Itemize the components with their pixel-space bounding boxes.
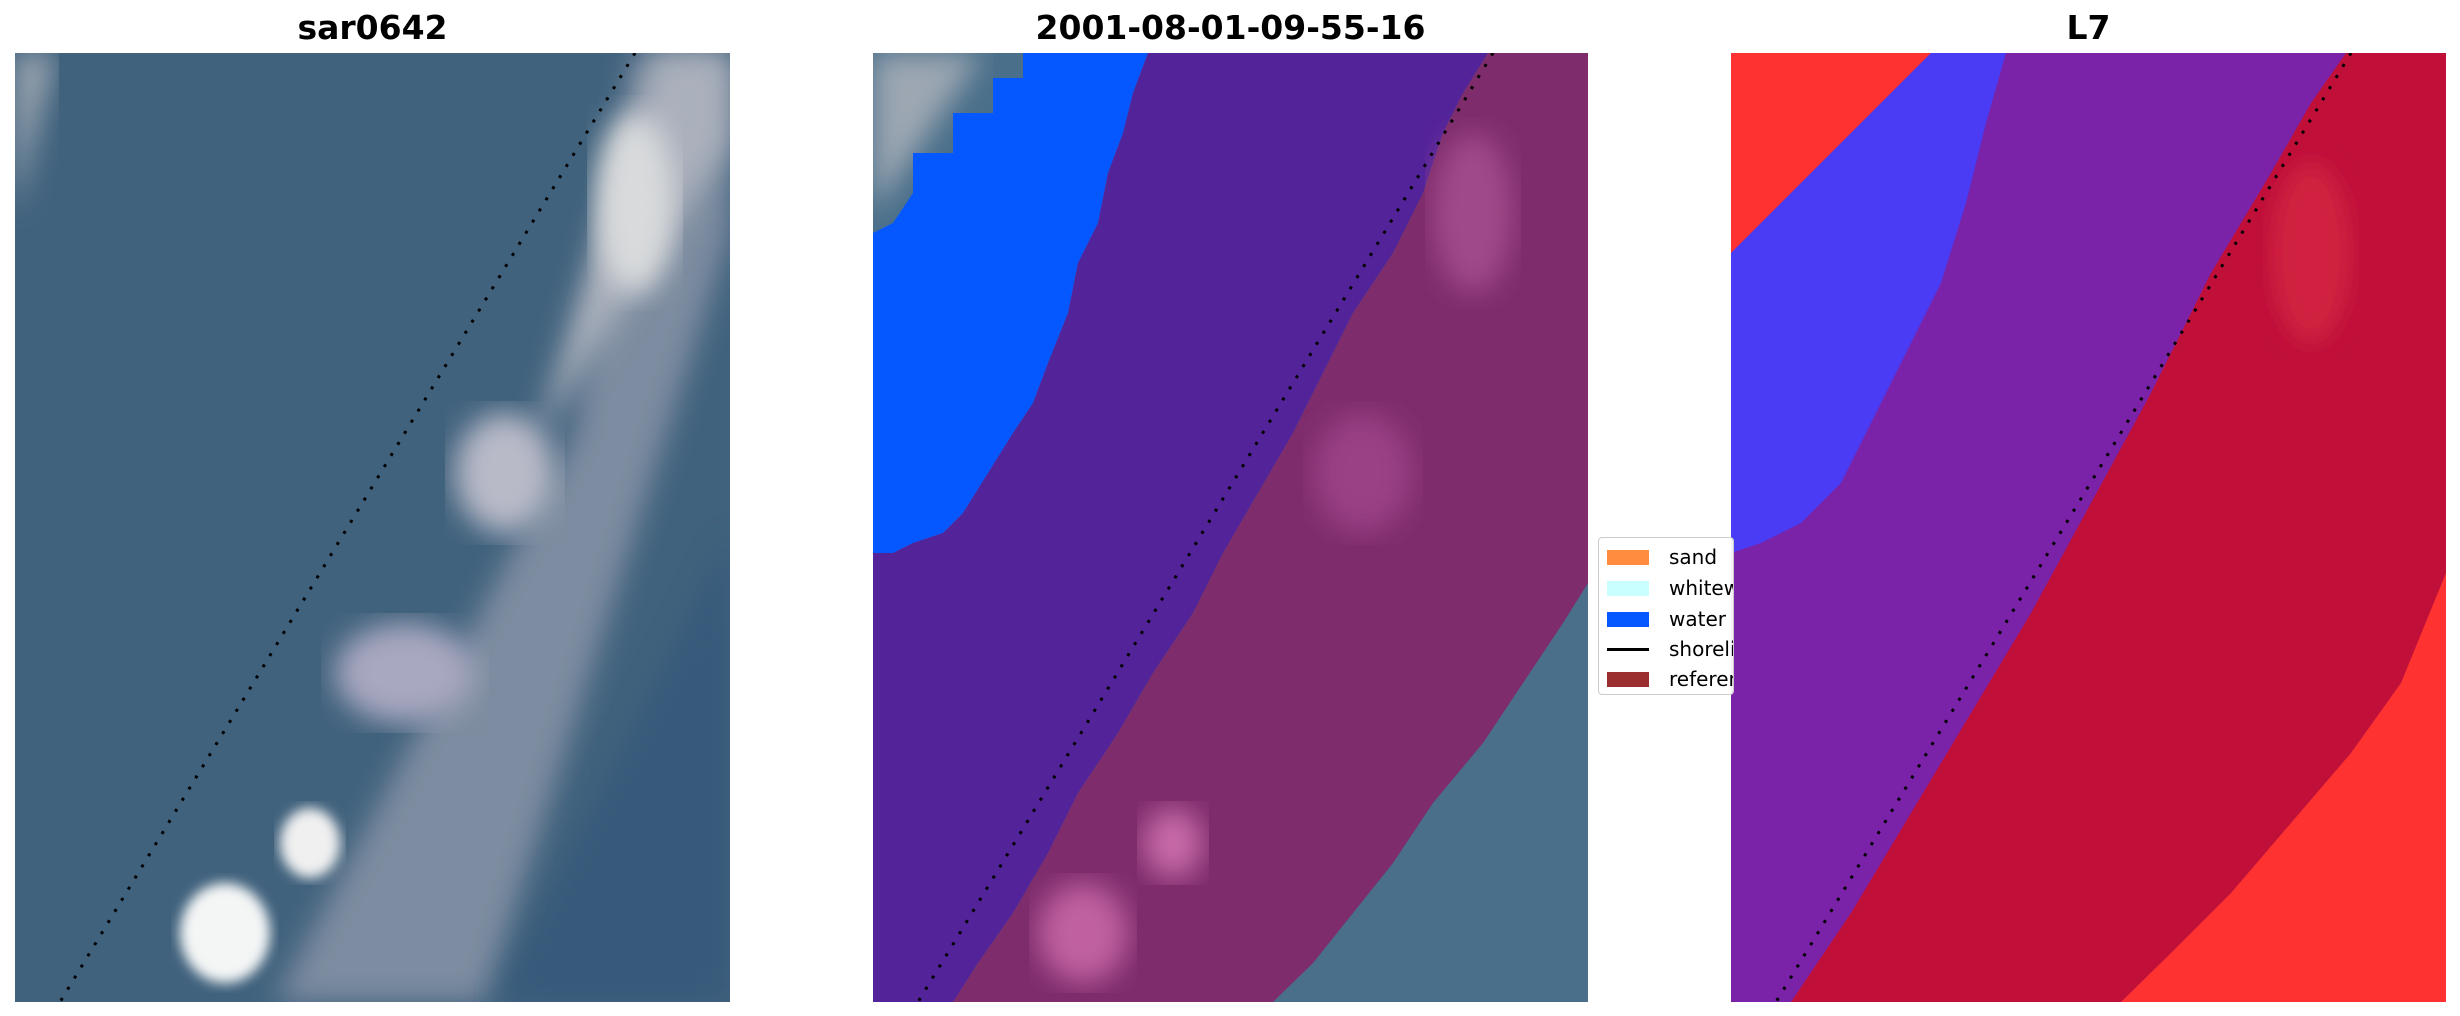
legend-swatch-reference <box>1607 672 1649 687</box>
rgb-image-panel <box>15 53 730 1002</box>
legend-label-reference: reference <box>1669 667 1733 691</box>
legend-item-shoreline: shoreline <box>1607 636 1733 662</box>
legend-label-shoreline: shoreline <box>1669 637 1733 661</box>
legend-item-water: water <box>1607 606 1733 632</box>
panel-title-left: sar0642 <box>297 8 448 47</box>
legend-label-sand: sand <box>1669 545 1718 569</box>
legend-swatch-whitewater <box>1607 581 1649 596</box>
land-class-area <box>873 53 1488 1002</box>
legend-label-water: water <box>1669 607 1726 631</box>
rgb-image <box>15 53 730 1002</box>
shoreline-right <box>1774 53 2353 1002</box>
shoreline-left <box>58 53 637 1002</box>
beach-overlay-area <box>953 53 1588 1002</box>
classified-image <box>873 53 1588 1002</box>
l7-bright-area <box>2121 573 2446 1002</box>
l7-water-area <box>1731 53 2006 553</box>
land-corner <box>15 53 55 213</box>
panel-title-right: L7 <box>2066 8 2111 47</box>
legend-swatch-water <box>1607 612 1649 627</box>
water-class-area <box>873 53 1148 553</box>
legend-swatch-sand <box>1607 550 1649 565</box>
legend-item-reference: reference <box>1607 666 1733 692</box>
panel-title-middle: 2001-08-01-09-55-16 <box>1035 8 1426 47</box>
legend-item-sand: sand <box>1607 544 1733 570</box>
classified-image-panel <box>873 53 1588 1002</box>
shoreline-middle <box>916 53 1495 1002</box>
l7-image-panel <box>1731 53 2446 1002</box>
whitewater-patch <box>595 113 675 293</box>
legend-line-shoreline <box>1607 648 1649 651</box>
l7-image <box>1731 53 2446 1002</box>
